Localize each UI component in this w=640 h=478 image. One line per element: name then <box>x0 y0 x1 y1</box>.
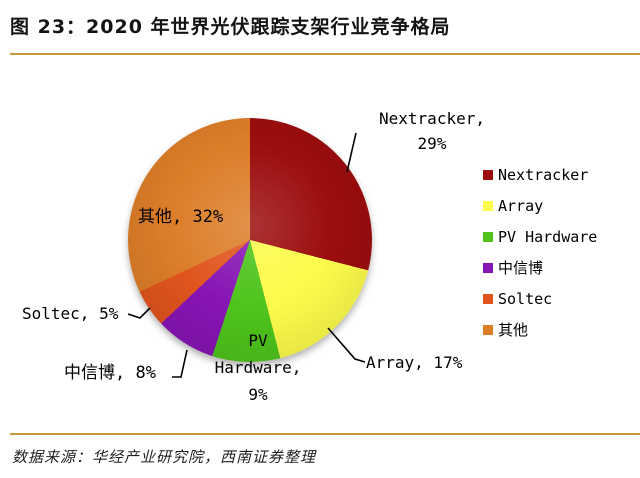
label-pv-line3: 9% <box>248 385 268 404</box>
legend-swatch-pv-hardware <box>483 231 493 242</box>
label-zhongxinbo: 中信博, 8% <box>64 363 156 383</box>
page-title: 图 23：2020 年世界光伏跟踪支架行业竞争格局 <box>10 16 451 38</box>
legend-item-pv-hardware: PV Hardware <box>483 221 597 252</box>
legend-swatch-array <box>483 200 493 211</box>
label-pv-hardware: PV Hardware, 9% <box>194 327 322 408</box>
title-rule <box>10 53 640 55</box>
pie-chart-area: Nextracker, 29% 其他, 32% Soltec, 5% 中信博, … <box>0 56 640 433</box>
label-soltec: Soltec, 5% <box>22 304 119 323</box>
pie-chart <box>128 118 372 362</box>
legend-label-qita: 其他 <box>498 321 529 339</box>
source-note: 数据来源：华经产业研究院，西南证券整理 <box>12 448 317 466</box>
legend-label-zhongxinbo: 中信博 <box>498 259 544 277</box>
legend-swatch-qita <box>483 324 493 335</box>
label-pv-line2: Hardware, <box>214 358 302 377</box>
leader-soltec <box>127 307 151 319</box>
legend-item-nextracker: Nextracker <box>483 159 597 190</box>
label-nextracker: Nextracker, 29% <box>356 106 508 156</box>
label-qita: 其他, 32% <box>138 207 224 227</box>
label-pv-line1: PV <box>248 331 268 350</box>
pie-shading-overlay <box>128 118 372 362</box>
legend-label-array: Array <box>498 196 544 215</box>
label-nextracker-line2: 29% <box>417 134 447 153</box>
legend-swatch-zhongxinbo <box>483 262 493 273</box>
legend-label-nextracker: Nextracker <box>498 165 589 184</box>
leader-nextracker <box>346 132 357 173</box>
legend-label-pv-hardware: PV Hardware <box>498 227 598 246</box>
legend-label-soltec: Soltec <box>498 289 553 308</box>
leader-lines <box>127 132 366 378</box>
legend-item-qita: 其他 <box>483 314 597 345</box>
legend-swatch-nextracker <box>483 169 493 180</box>
label-array: Array, 17% <box>366 353 463 372</box>
legend-item-zhongxinbo: 中信博 <box>483 252 597 283</box>
legend-item-array: Array <box>483 190 597 221</box>
figure-header: 图 23：2020 年世界光伏跟踪支架行业竞争格局 <box>0 0 640 56</box>
legend: Nextracker Array PV Hardware 中信博 Soltec … <box>483 159 597 345</box>
legend-item-soltec: Soltec <box>483 283 597 314</box>
leader-array <box>327 327 366 363</box>
legend-swatch-soltec <box>483 293 493 304</box>
label-nextracker-line1: Nextracker, <box>379 109 485 128</box>
leader-zhongxinbo <box>172 349 188 378</box>
footer-rule <box>10 433 640 435</box>
